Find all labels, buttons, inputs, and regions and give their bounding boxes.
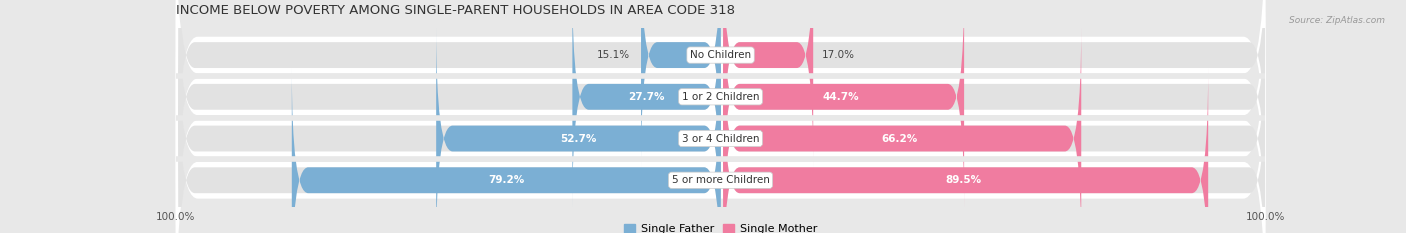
FancyBboxPatch shape [176,0,1265,233]
Text: 79.2%: 79.2% [488,175,524,185]
FancyBboxPatch shape [723,0,965,209]
Text: INCOME BELOW POVERTY AMONG SINGLE-PARENT HOUSEHOLDS IN AREA CODE 318: INCOME BELOW POVERTY AMONG SINGLE-PARENT… [176,4,735,17]
Text: Source: ZipAtlas.com: Source: ZipAtlas.com [1289,16,1385,25]
Text: 15.1%: 15.1% [598,50,630,60]
FancyBboxPatch shape [179,0,721,167]
Text: 52.7%: 52.7% [560,134,596,144]
FancyBboxPatch shape [436,26,721,233]
FancyBboxPatch shape [723,0,813,167]
Text: 27.7%: 27.7% [628,92,665,102]
FancyBboxPatch shape [179,26,721,233]
FancyBboxPatch shape [572,0,721,209]
FancyBboxPatch shape [641,0,721,167]
Text: 17.0%: 17.0% [821,50,855,60]
Text: No Children: No Children [690,50,751,60]
Legend: Single Father, Single Mother: Single Father, Single Mother [624,224,817,233]
FancyBboxPatch shape [176,32,1265,233]
FancyBboxPatch shape [723,26,1081,233]
Text: 89.5%: 89.5% [945,175,981,185]
Text: 5 or more Children: 5 or more Children [672,175,769,185]
FancyBboxPatch shape [179,68,721,233]
Text: 3 or 4 Children: 3 or 4 Children [682,134,759,144]
Text: 66.2%: 66.2% [882,134,918,144]
FancyBboxPatch shape [723,0,1265,167]
FancyBboxPatch shape [176,0,1265,204]
FancyBboxPatch shape [179,0,721,209]
FancyBboxPatch shape [723,0,1265,209]
FancyBboxPatch shape [723,68,1265,233]
FancyBboxPatch shape [723,26,1265,233]
FancyBboxPatch shape [292,68,721,233]
FancyBboxPatch shape [176,0,1265,233]
FancyBboxPatch shape [723,68,1208,233]
Text: 1 or 2 Children: 1 or 2 Children [682,92,759,102]
Text: 44.7%: 44.7% [823,92,859,102]
